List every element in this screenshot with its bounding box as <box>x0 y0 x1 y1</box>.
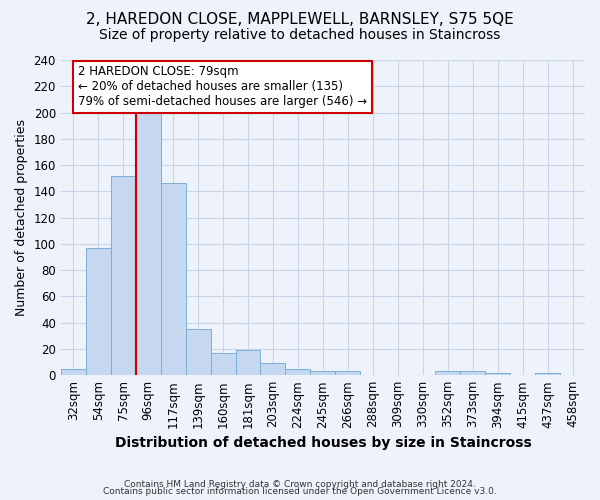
Bar <box>335 371 361 375</box>
Bar <box>61 368 86 375</box>
Text: 2 HAREDON CLOSE: 79sqm
← 20% of detached houses are smaller (135)
79% of semi-de: 2 HAREDON CLOSE: 79sqm ← 20% of detached… <box>78 66 367 108</box>
Bar <box>535 372 560 375</box>
Text: Size of property relative to detached houses in Staincross: Size of property relative to detached ho… <box>100 28 500 42</box>
Bar <box>161 184 185 375</box>
Y-axis label: Number of detached properties: Number of detached properties <box>15 119 28 316</box>
Bar <box>211 353 236 375</box>
Bar <box>260 364 286 375</box>
Bar <box>236 350 260 375</box>
X-axis label: Distribution of detached houses by size in Staincross: Distribution of detached houses by size … <box>115 436 531 450</box>
Bar <box>86 248 111 375</box>
Bar <box>286 368 310 375</box>
Bar <box>460 371 485 375</box>
Bar <box>485 372 510 375</box>
Bar <box>136 112 161 375</box>
Text: Contains public sector information licensed under the Open Government Licence v3: Contains public sector information licen… <box>103 487 497 496</box>
Text: Contains HM Land Registry data © Crown copyright and database right 2024.: Contains HM Land Registry data © Crown c… <box>124 480 476 489</box>
Bar <box>310 371 335 375</box>
Bar <box>435 371 460 375</box>
Bar <box>185 329 211 375</box>
Text: 2, HAREDON CLOSE, MAPPLEWELL, BARNSLEY, S75 5QE: 2, HAREDON CLOSE, MAPPLEWELL, BARNSLEY, … <box>86 12 514 28</box>
Bar <box>111 176 136 375</box>
